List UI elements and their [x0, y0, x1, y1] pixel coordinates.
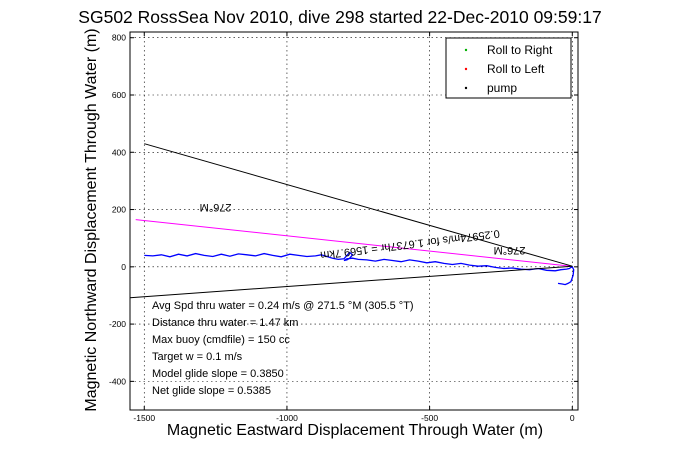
y-axis-label: Magnetic Northward Displacement Through … [83, 28, 100, 411]
stats-line: Model glide slope = 0.3850 [152, 368, 284, 380]
stats-line: Net glide slope = 0.5385 [152, 385, 271, 397]
stats-line: Target w = 0.1 m/s [152, 351, 243, 363]
series-layer [129, 143, 575, 299]
y-ticks: -400 -200 0 200 400 600 800 [109, 33, 578, 386]
y-tick-label: 400 [112, 147, 126, 157]
legend-label: Roll to Left [487, 62, 545, 76]
reference-line [144, 143, 573, 267]
y-tick-label: 800 [112, 33, 126, 43]
legend-marker [464, 86, 468, 90]
stats-line: Distance thru water = 1.47 km [152, 317, 298, 329]
plot-area: -1500 -1000 -500 0 -400 -200 0 200 400 600 800 27… [109, 31, 579, 423]
heading-annotation: 276°M [494, 244, 526, 256]
x-tick-label: 0 [570, 413, 575, 423]
y-tick-label: -400 [109, 376, 126, 386]
legend-label: pump [487, 81, 517, 95]
stats-line: Avg Spd thru water = 0.24 m/s @ 271.5 °M… [152, 300, 414, 312]
legend-marker [464, 67, 468, 71]
chart-title: SG502 RossSea Nov 2010, dive 298 started… [78, 7, 601, 27]
x-tick-label: -1500 [133, 413, 155, 423]
reference-line [129, 265, 573, 299]
x-tick-label: -500 [421, 413, 438, 423]
legend-marker [464, 48, 468, 52]
legend: Roll to Right Roll to Left pump [445, 37, 572, 99]
x-tick-label: -1000 [276, 413, 298, 423]
x-ticks: -1500 -1000 -500 0 [133, 32, 575, 423]
stats-block: Avg Spd thru water = 0.24 m/s @ 271.5 °M… [152, 300, 414, 397]
stats-line: Max buoy (cmdfile) = 150 cc [152, 334, 290, 346]
y-tick-label: 0 [121, 262, 126, 272]
y-tick-label: 200 [112, 205, 126, 215]
leg-line [135, 219, 571, 267]
legend-label: Roll to Right [487, 43, 553, 57]
track-line [144, 251, 575, 286]
y-tick-label: -200 [109, 319, 126, 329]
y-tick-label: 600 [112, 90, 126, 100]
x-axis-label: Magnetic Eastward Displacement Through W… [167, 422, 543, 439]
heading-annotation: 276°M [200, 201, 232, 213]
